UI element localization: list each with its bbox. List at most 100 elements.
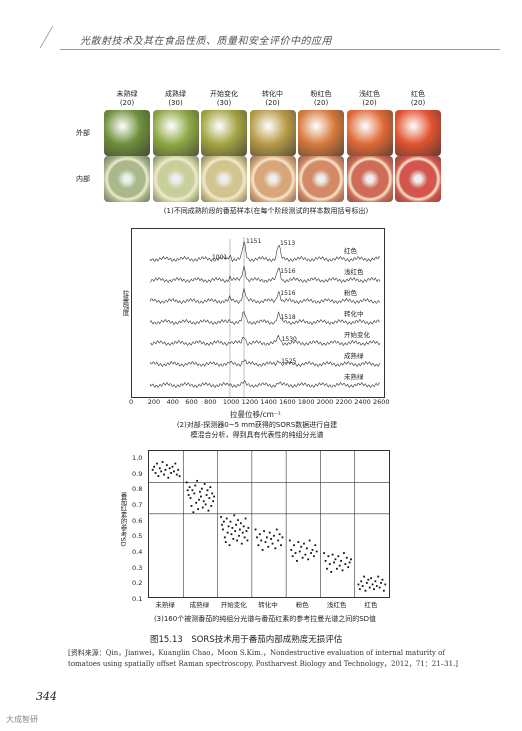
data-point <box>265 536 268 539</box>
data-point <box>257 544 260 547</box>
running-title: 光散射技术及其在食品性质、质量和安全评价中的应用 <box>80 36 332 47</box>
data-point <box>315 550 318 553</box>
data-point <box>208 497 211 499</box>
data-point <box>207 509 210 512</box>
data-point <box>222 520 225 523</box>
data-point <box>194 484 197 487</box>
figure-title: 图15.13 SORS技术用于番茄内部成熟度无损评估 <box>150 635 343 645</box>
data-point <box>341 569 344 572</box>
data-point <box>304 553 307 556</box>
scatter-ytick: 0.5 <box>132 532 143 541</box>
data-point <box>333 561 335 564</box>
data-point <box>368 586 371 589</box>
data-point <box>236 539 238 542</box>
data-point <box>247 527 250 529</box>
data-point <box>165 464 168 467</box>
data-point <box>298 550 301 553</box>
data-point <box>294 552 297 554</box>
data-point <box>191 489 194 492</box>
data-point <box>331 553 334 556</box>
spectra-xtick: 1600 <box>279 398 296 406</box>
series-label: 浅红色 <box>344 267 364 276</box>
scatter-ytick: 0.1 <box>132 595 143 604</box>
spectra-xtick: 600 <box>185 398 198 406</box>
data-point <box>291 555 294 558</box>
data-point <box>187 494 190 496</box>
scatter-ytick: 0.9 <box>132 469 143 478</box>
data-point <box>273 534 275 537</box>
data-point <box>350 558 352 561</box>
data-point <box>158 467 161 470</box>
data-point <box>360 580 363 583</box>
data-point <box>246 539 249 542</box>
stage-label: 转化中 <box>262 90 283 98</box>
tomato-inner-photo <box>395 156 441 202</box>
data-point <box>378 586 381 589</box>
tomato-inner-photo <box>201 156 247 202</box>
data-point <box>303 542 305 545</box>
sd-scatter-svg <box>149 451 389 597</box>
spectra-xtick: 2600 <box>373 398 390 406</box>
data-point <box>175 473 178 476</box>
stage-count: (20) <box>362 99 377 107</box>
stage-label: 粉红色 <box>310 90 332 98</box>
spectra-xtick: 2400 <box>354 398 371 406</box>
data-point <box>168 467 171 470</box>
data-point <box>308 539 311 542</box>
tomato-inner-photo <box>152 156 199 202</box>
spectrum-line <box>149 379 380 389</box>
row-label-inner: 内部 <box>76 175 90 183</box>
data-point <box>270 538 273 540</box>
scatter-xcat: 转化中 <box>258 601 278 609</box>
data-point <box>261 549 264 551</box>
data-point <box>243 536 246 539</box>
data-point <box>212 500 215 503</box>
tomato-inner-photo <box>104 156 150 202</box>
spectrum-line <box>149 287 381 305</box>
data-point <box>200 495 202 498</box>
spectra-ylabel: 拉曼强度 <box>121 290 129 316</box>
data-point <box>358 588 361 591</box>
data-point <box>271 542 274 545</box>
series-label: 未熟绿 <box>344 372 364 381</box>
data-point <box>222 528 224 531</box>
data-point <box>311 549 314 551</box>
data-point <box>258 533 261 536</box>
data-point <box>324 559 327 562</box>
data-point <box>380 581 382 584</box>
data-point <box>364 589 367 592</box>
data-point <box>200 487 203 490</box>
stage-label: 开始变化 <box>210 90 238 98</box>
spectra-xtick: 1400 <box>260 398 277 406</box>
scatter-ytick: 1.0 <box>132 453 143 462</box>
stage-label: 未熟绿 <box>116 90 138 98</box>
page-number: 344 <box>36 690 57 703</box>
data-point <box>330 570 333 573</box>
data-point <box>382 589 385 592</box>
data-point <box>171 465 174 468</box>
scatter-ytick: 0.6 <box>132 516 143 525</box>
tomato-outer-photo <box>152 110 199 156</box>
data-point <box>242 525 245 528</box>
spectra-xtick: 800 <box>204 398 217 406</box>
scatter-ytick: 0.3 <box>132 563 143 572</box>
data-point <box>254 528 257 531</box>
data-point <box>357 583 360 586</box>
data-point <box>245 530 248 532</box>
data-point <box>174 462 177 465</box>
data-point <box>205 494 208 496</box>
data-point <box>199 490 201 493</box>
data-point <box>225 517 228 520</box>
tomato-inner-photo <box>346 156 393 202</box>
data-point <box>307 558 310 561</box>
data-point <box>290 549 293 551</box>
data-point <box>239 522 242 525</box>
data-point <box>204 503 207 506</box>
figure-c-caption: (3)160个被测番茄的纯组分光谱与番茄红素的参考拉曼光谱之间的SD值 <box>153 615 377 623</box>
figure-a-caption: (1)不同成熟阶段的番茄样本(在每个阶段测试的样本数用括号标出) <box>163 207 369 215</box>
data-point <box>153 465 156 468</box>
data-point <box>196 479 199 482</box>
data-point <box>188 486 191 489</box>
stage-count: (20) <box>410 99 426 107</box>
data-point <box>233 514 236 517</box>
